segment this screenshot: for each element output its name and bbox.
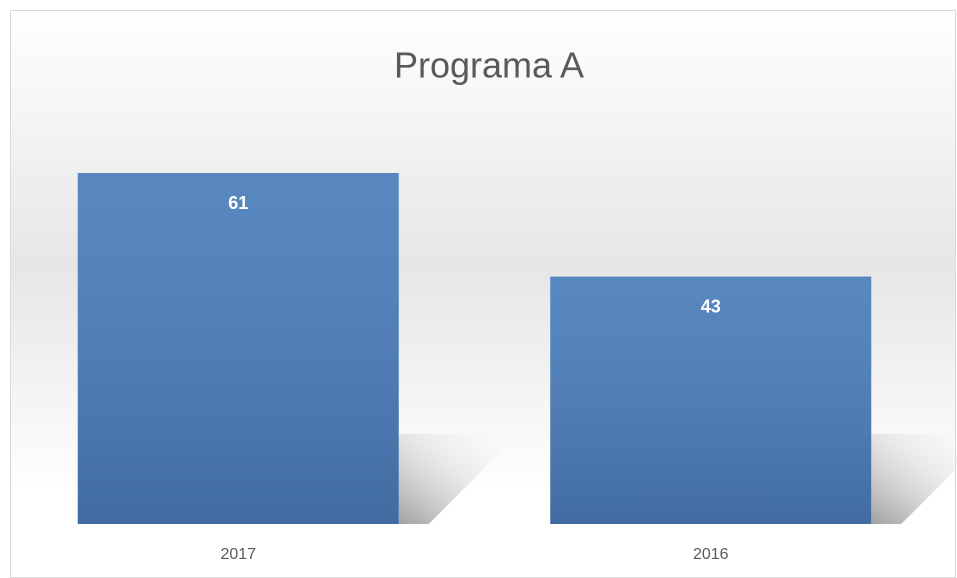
data-label: 43 bbox=[701, 296, 721, 316]
data-label: 61 bbox=[228, 193, 248, 213]
bar-shade bbox=[550, 276, 872, 524]
x-tick-label: 2017 bbox=[220, 546, 256, 563]
bar-shadow bbox=[398, 434, 519, 524]
chart-title: Programa A bbox=[394, 45, 584, 86]
bar-shadow bbox=[871, 434, 957, 524]
x-tick-label: 2016 bbox=[693, 546, 729, 563]
bar-shade bbox=[77, 173, 399, 524]
